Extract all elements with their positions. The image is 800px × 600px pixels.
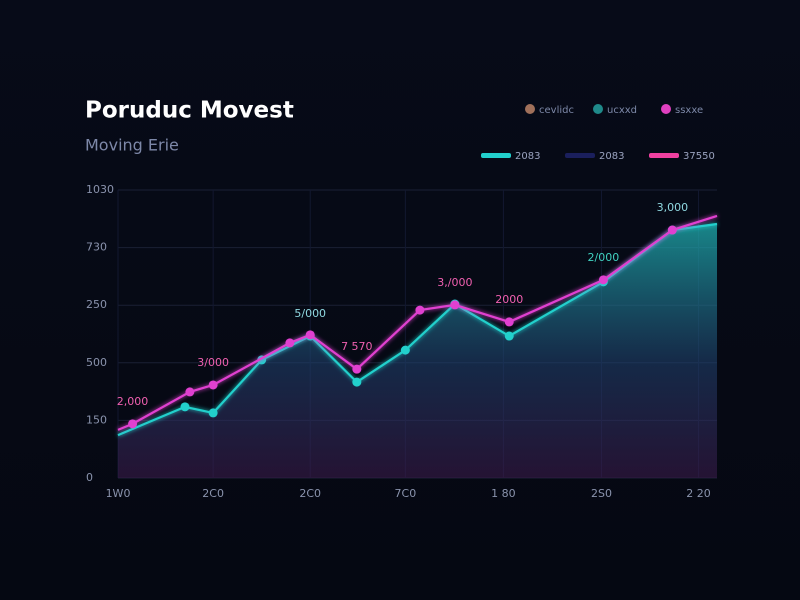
y-tick-label: 500 bbox=[86, 356, 107, 369]
point bbox=[128, 419, 138, 429]
annotation: 3,000 bbox=[657, 201, 689, 214]
y-tick-label: 0 bbox=[86, 471, 93, 484]
legend-dot bbox=[593, 104, 603, 114]
point bbox=[285, 338, 295, 348]
legend-swatch bbox=[649, 153, 679, 158]
legend-label: 2083 bbox=[515, 151, 540, 162]
legend-label: ucxxd bbox=[607, 105, 637, 116]
y-tick-label: 250 bbox=[86, 298, 107, 311]
y-tick-label: 150 bbox=[86, 413, 107, 426]
point bbox=[450, 300, 460, 310]
point bbox=[352, 377, 362, 387]
chart-subtitle: Moving Erie bbox=[85, 136, 179, 155]
line bbox=[117, 222, 718, 437]
x-tick-label: 7C0 bbox=[395, 487, 417, 500]
annotation: 3/000 bbox=[197, 356, 229, 369]
point bbox=[667, 225, 677, 235]
x-tick-label: 2 20 bbox=[686, 487, 711, 500]
point bbox=[598, 275, 608, 285]
point bbox=[180, 402, 190, 412]
point bbox=[185, 387, 195, 397]
legend-dot bbox=[525, 104, 535, 114]
x-tick-label: 1 80 bbox=[491, 487, 516, 500]
x-tick-label: 2C0 bbox=[299, 487, 321, 500]
point bbox=[305, 330, 315, 340]
annotation: 5/000 bbox=[294, 307, 326, 320]
x-tick-label: 2C0 bbox=[202, 487, 224, 500]
annotation: 2/000 bbox=[588, 251, 620, 264]
legend-swatch bbox=[565, 153, 595, 158]
legend-swatch bbox=[481, 153, 511, 158]
point bbox=[504, 317, 514, 327]
point bbox=[504, 331, 514, 341]
legend-label: 2083 bbox=[599, 151, 624, 162]
point bbox=[208, 380, 218, 390]
annotation: 3,/000 bbox=[437, 276, 472, 289]
x-tick-label: 2S0 bbox=[591, 487, 612, 500]
point bbox=[352, 364, 362, 374]
x-tick-label: 1W0 bbox=[106, 487, 131, 500]
annotation: 7 570 bbox=[341, 340, 373, 353]
area bbox=[118, 223, 717, 478]
chart-title: Poruduc Movest bbox=[85, 98, 294, 124]
point bbox=[208, 408, 218, 418]
annotation: 2000 bbox=[495, 293, 523, 306]
y-tick-label: 730 bbox=[86, 241, 107, 254]
legend-label: ssxxe bbox=[675, 105, 703, 116]
y-tick-label: 1030 bbox=[86, 183, 114, 196]
legend-dot bbox=[661, 104, 671, 114]
legend-label: cevlidc bbox=[539, 105, 574, 116]
legend-label: 37550 bbox=[683, 151, 715, 162]
annotation: 2,000 bbox=[117, 395, 149, 408]
point bbox=[400, 345, 410, 355]
point bbox=[415, 305, 425, 315]
